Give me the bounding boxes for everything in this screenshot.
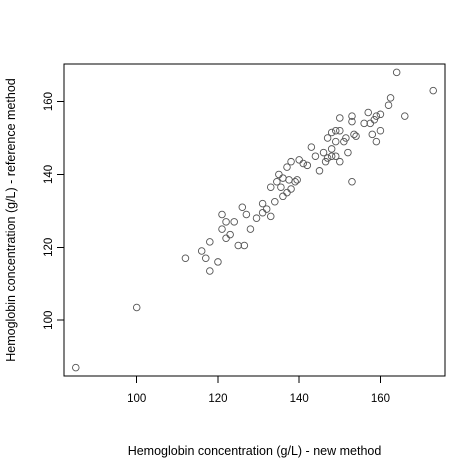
data-point [368,130,377,139]
y-tick-label: 120 [43,238,55,257]
data-point [311,152,320,160]
data-point [299,159,307,168]
data-point [348,112,356,120]
data-point [197,247,206,255]
data-point [206,267,214,275]
data-point [360,119,368,128]
data-point [336,157,344,166]
x-tick-label: 160 [371,393,390,405]
data-point [218,210,226,219]
data-point [230,218,238,226]
data-point [348,117,356,126]
data-point [295,156,303,164]
data-point [352,132,360,140]
data-point [327,145,336,153]
data-point [279,192,287,201]
x-axis-label: Hemoglobin concentration (g/L) - new met… [128,444,382,458]
data-point [132,303,141,312]
data-point [384,101,393,109]
data-point [206,238,214,246]
data-point [319,148,328,157]
data-point [258,199,267,208]
data-point [366,119,375,128]
data-point [336,114,344,122]
data-point [222,234,230,242]
data-point [293,176,301,184]
y-tick-label: 140 [43,165,55,184]
data-point [277,183,285,191]
data-point [226,230,234,239]
data-point [342,134,350,142]
data-point [401,112,409,120]
x-tick-label: 120 [208,393,227,405]
data-point [287,185,295,193]
data-point [331,152,340,160]
data-point [234,241,242,250]
data-point [392,68,401,77]
data-point [331,137,340,146]
data-point [271,198,279,206]
data-point [246,225,255,233]
data-point [252,214,261,222]
data-point [315,167,324,175]
data-point [267,212,275,221]
data-point [331,126,340,135]
data-point [285,176,293,184]
data-point [348,177,356,186]
data-point [214,258,222,266]
y-axis: 100 120 140 160 [43,92,65,330]
data-point [258,208,267,217]
data-point [376,126,385,135]
data-point [350,130,358,139]
data-point [340,137,348,146]
y-tick-label: 160 [43,92,55,111]
data-point [429,86,437,95]
data-point [283,163,291,171]
y-axis-label: Hemoglobin concentration (g/L) - referen… [4,78,18,362]
data-point [372,112,381,120]
data-point [181,254,190,263]
data-point [376,110,385,119]
data-point [242,210,251,219]
data-point [327,128,336,137]
data-points [72,68,437,372]
data-point [321,157,330,166]
data-point [372,137,381,146]
data-point [287,157,295,166]
data-point [222,218,230,226]
data-point [218,225,226,233]
x-axis: 100 120 140 160 [127,375,390,405]
data-point [364,108,372,117]
data-point [386,94,395,102]
data-point [279,174,287,182]
x-tick-label: 100 [127,393,146,405]
data-point [273,177,281,186]
data-point [72,363,80,372]
plot-frame [63,63,446,377]
data-point [344,148,352,157]
data-point [303,161,312,170]
y-tick-label: 100 [43,311,55,330]
data-point [307,143,316,151]
data-point [267,183,275,191]
data-point [238,203,247,211]
data-point [240,241,249,250]
data-point [291,177,299,186]
x-tick-label: 140 [290,393,309,405]
data-point [323,154,332,162]
data-point [275,170,283,179]
data-point [336,126,344,135]
data-point [370,116,379,124]
data-point [262,205,271,213]
data-point [202,254,210,263]
data-point [283,188,291,197]
data-point [323,134,332,142]
data-point [327,152,336,160]
